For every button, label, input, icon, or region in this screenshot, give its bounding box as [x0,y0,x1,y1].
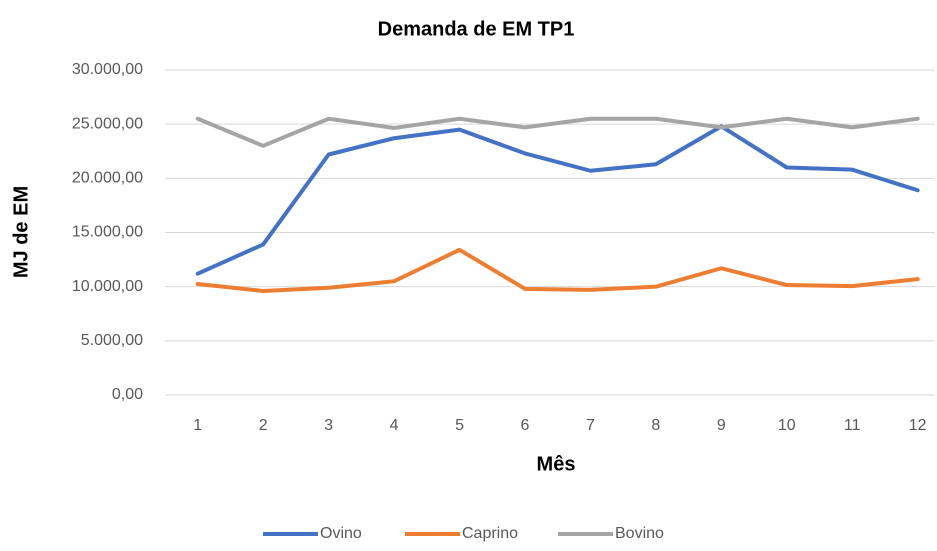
x-tick-label: 3 [324,417,333,434]
x-tick-label: 7 [586,417,595,434]
x-axis-label: Mês [537,453,576,475]
y-tick-label: 0,00 [112,386,143,403]
legend-label: Ovino [320,525,362,542]
legend-label: Caprino [462,525,518,542]
line [195,116,920,148]
line [195,247,920,293]
chart-title: Demanda de EM TP1 [378,18,575,40]
x-tick-label: 2 [259,417,268,434]
y-tick-label: 10.000,00 [72,278,143,295]
x-tick-label: 6 [521,417,530,434]
y-tick-label: 30.000,00 [72,61,143,78]
y-tick-label: 25.000,00 [72,115,143,132]
y-tick-label: 15.000,00 [72,224,143,241]
x-tick-label: 10 [778,417,796,434]
x-tick-label: 11 [844,417,861,434]
x-tick-label: 12 [909,417,927,434]
x-tick-label: 1 [193,417,202,434]
y-axis-label: MJ de EM [10,186,32,278]
y-tick-label: 5.000,00 [81,332,143,349]
x-tick-label: 4 [390,417,399,434]
legend-label: Bovino [615,525,664,542]
y-tick-label: 20.000,00 [72,170,143,187]
x-tick-label: 8 [651,417,660,434]
line [195,124,920,276]
x-tick-label: 9 [717,417,726,434]
x-tick-label: 5 [455,417,464,434]
